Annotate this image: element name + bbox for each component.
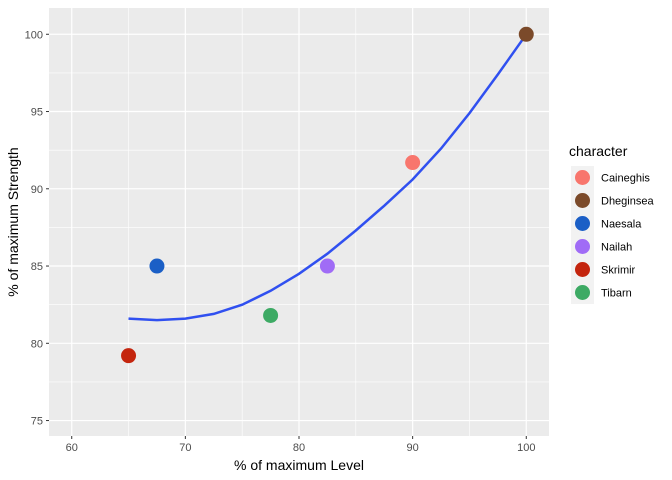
legend: character Caineghis Dheginsea Naesala Naila… [569,143,654,304]
data-point-dheginsea [518,26,534,42]
legend-swatch-dheginsea [575,193,590,208]
data-point-naesala [149,258,165,274]
grid-major [49,8,549,436]
legend-label-naesala: Naesala [601,219,642,231]
legend-label-caineghis: Caineghis [601,173,650,185]
data-point-caineghis [405,155,421,171]
y-tick-label: 100 [25,29,43,41]
x-tick-label: 80 [293,442,305,454]
y-tick-label: 80 [31,338,43,350]
legend-label-dheginsea: Dheginsea [601,196,654,208]
x-axis-label: % of maximum Level [234,457,364,473]
legend-swatch-tibarn [575,285,590,300]
y-axis-ticks: 75 80 85 90 95 100 [25,29,49,428]
legend-swatch-nailah [575,239,590,254]
x-tick-label: 100 [517,442,535,454]
legend-label-skrimir: Skrimir [601,265,636,277]
x-tick-label: 70 [179,442,191,454]
legend-label-nailah: Nailah [601,242,632,254]
x-tick-label: 60 [66,442,78,454]
legend-label-tibarn: Tibarn [601,288,632,300]
data-point-nailah [319,258,335,274]
y-tick-label: 90 [31,184,43,196]
data-point-skrimir [121,348,137,364]
x-tick-label: 90 [407,442,419,454]
x-axis-ticks: 60 70 80 90 100 [66,436,535,454]
y-tick-label: 95 [31,107,43,119]
y-axis-label: % of maximum Strength [5,147,21,296]
legend-swatch-skrimir [575,262,590,277]
legend-swatch-naesala [575,216,590,231]
fit-line [128,33,528,322]
data-points [121,26,534,364]
y-tick-label: 75 [31,416,43,428]
legend-title: character [569,143,628,159]
legend-swatch-caineghis [575,170,590,185]
y-tick-label: 85 [31,261,43,273]
data-point-tibarn [263,307,279,323]
